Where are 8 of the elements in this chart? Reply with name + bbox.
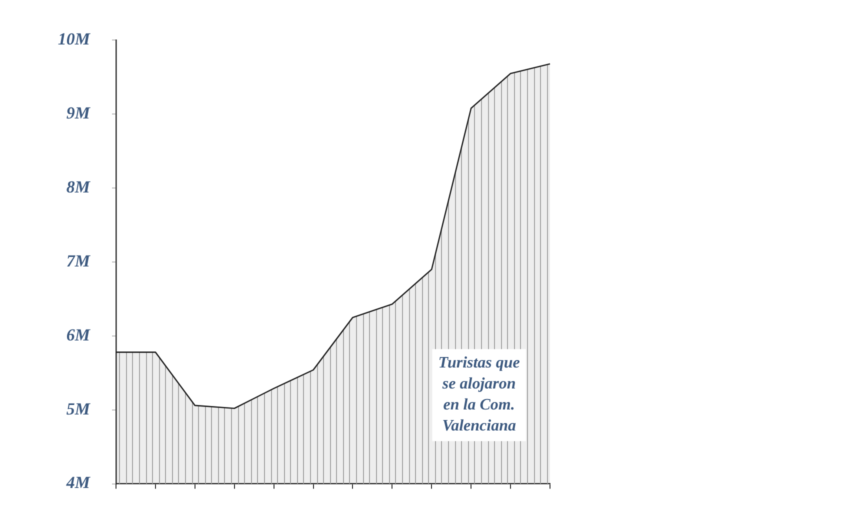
y-tick-label: 10M [58,30,91,49]
y-tick-label: 7M [66,251,91,270]
y-tick-label: 8M [66,177,91,196]
y-tick-label: 5M [66,399,91,418]
series-label: Turistas que se alojaron en la Com. Valenciana [438,354,520,435]
y-tick-label: 4M [65,473,91,492]
y-tick-label: 9M [66,104,91,123]
y-tick-label: 6M [66,325,91,344]
